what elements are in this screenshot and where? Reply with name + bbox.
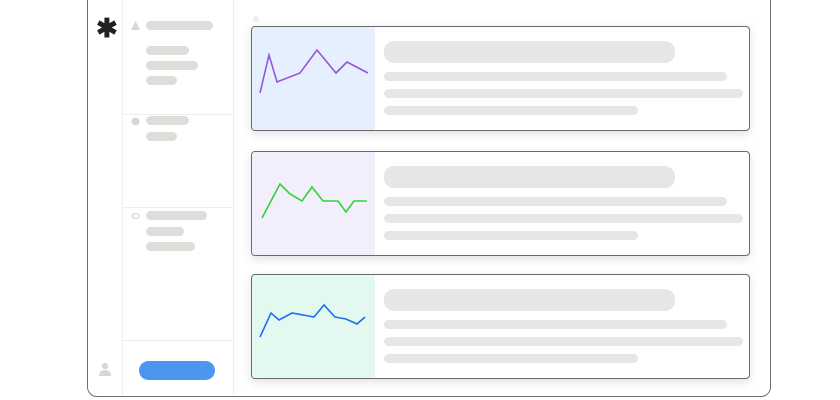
- skeleton-line: [146, 227, 184, 236]
- sparkline-chart: [252, 275, 375, 378]
- skeleton-line: [146, 76, 177, 85]
- sparkline-line: [259, 303, 366, 338]
- asterisk-icon[interactable]: ✱: [96, 13, 118, 43]
- user-icon[interactable]: [98, 362, 112, 376]
- preview-card[interactable]: [251, 274, 750, 379]
- skeleton-line: [384, 231, 638, 240]
- skeleton-line: [146, 211, 207, 220]
- tag-icon: [131, 212, 140, 220]
- skeleton-line: [146, 61, 198, 70]
- preview-card[interactable]: [251, 26, 750, 131]
- skeleton-line: [384, 106, 638, 115]
- skeleton-line: [384, 197, 727, 206]
- skeleton-line: [146, 46, 189, 55]
- skeleton-title: [384, 41, 675, 63]
- sidebar-section: [123, 208, 233, 341]
- icon-rail: ✱: [88, 0, 123, 396]
- sparkline-chart: [252, 152, 375, 255]
- sparkline-line: [261, 182, 367, 219]
- triangle-icon: [131, 21, 140, 30]
- skeleton-line: [384, 214, 743, 223]
- skeleton-line: [146, 116, 189, 125]
- app-window: ✱: [87, 0, 771, 397]
- sparkline-chart: [252, 27, 375, 130]
- skeleton-line: [146, 132, 177, 141]
- skeleton-line: [146, 21, 213, 30]
- sparkline: [259, 303, 366, 338]
- gear-icon: [131, 117, 140, 126]
- sidebar: [123, 0, 234, 396]
- skeleton-line: [384, 337, 743, 346]
- skeleton-line: [384, 89, 743, 98]
- skeleton-line: [384, 354, 638, 363]
- sparkline: [259, 48, 369, 94]
- primary-button[interactable]: [139, 361, 215, 380]
- sparkline-line: [259, 48, 369, 94]
- sidebar-section: [123, 115, 233, 208]
- sparkline: [261, 182, 367, 219]
- indicator-dot: [253, 16, 259, 22]
- skeleton-line: [384, 320, 727, 329]
- skeleton-line: [146, 242, 195, 251]
- skeleton-title: [384, 289, 675, 311]
- skeleton-title: [384, 166, 675, 188]
- sidebar-section: [123, 0, 233, 115]
- preview-card[interactable]: [251, 151, 750, 256]
- skeleton-line: [384, 72, 727, 81]
